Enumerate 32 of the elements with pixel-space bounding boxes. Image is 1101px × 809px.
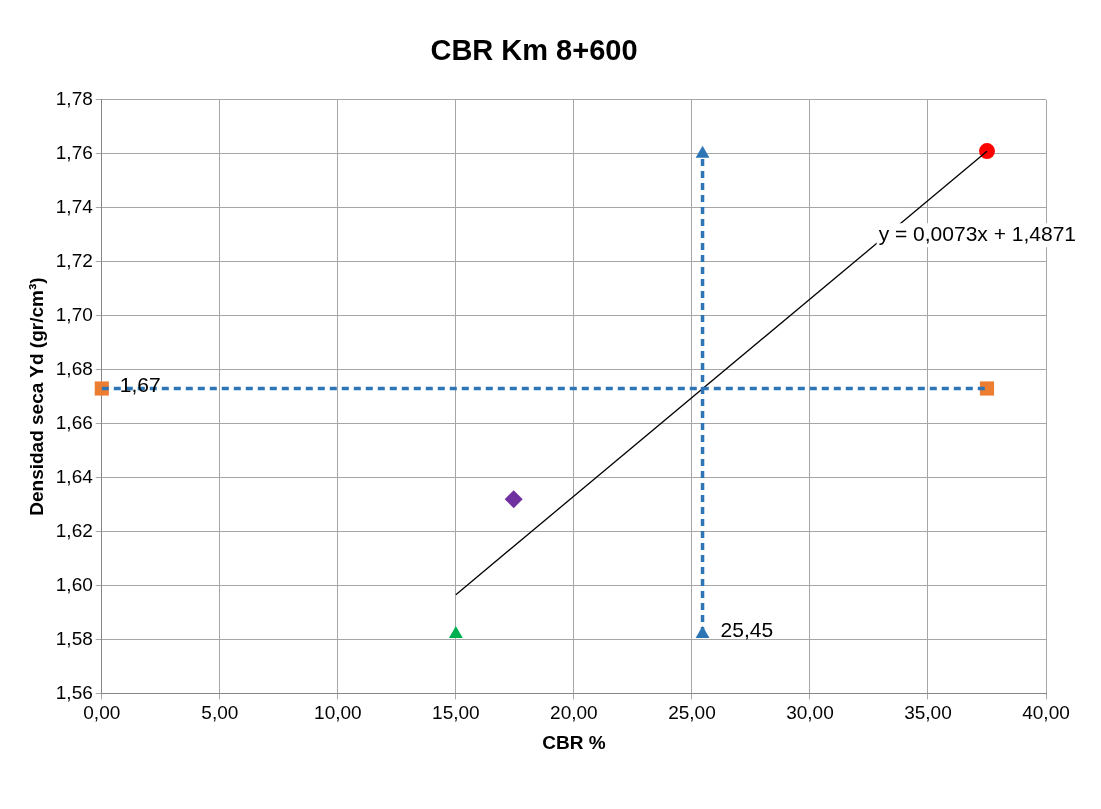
y-tick-label: 1,66	[55, 411, 93, 433]
x-tick-label: 40,00	[1022, 702, 1070, 724]
annotation: 1,67	[119, 372, 161, 396]
y-tick-label: 1,62	[55, 519, 93, 541]
point	[448, 626, 463, 639]
x-tick-label: 20,00	[550, 702, 598, 724]
x-tick-label: 30,00	[786, 702, 834, 724]
point	[978, 143, 995, 160]
y-tick-label: 1,76	[55, 142, 93, 163]
y-tick-label: 1,64	[55, 465, 94, 487]
chart-title: CBR Km 8+600	[430, 34, 638, 67]
x-tick-label: 15,00	[432, 702, 480, 724]
y-tick-label: 1,60	[55, 573, 93, 595]
x-tick-label: 25,00	[668, 702, 716, 724]
y-tick-label: 1,58	[55, 627, 93, 649]
y-tick-label: 1,74	[55, 195, 94, 217]
y-tick-label: 1,72	[55, 249, 93, 271]
y-axis-title: Densidad seca Yd (gr/cm³)	[25, 277, 47, 516]
annotation: 25,45	[720, 618, 774, 642]
y-tick-label: 1,56	[55, 681, 93, 703]
y-tick-label: 1,70	[55, 303, 93, 325]
point	[504, 490, 523, 509]
annotation: y = 0,0073x + 1,4871	[878, 221, 1076, 245]
y-tick-label: 1,78	[55, 88, 93, 110]
x-tick-label: 10,00	[314, 702, 362, 724]
x-tick-label: 0,00	[83, 702, 121, 724]
point	[979, 381, 995, 396]
x-tick-label: 5,00	[201, 702, 239, 724]
x-axis-title: CBR %	[542, 731, 606, 753]
point	[94, 381, 109, 396]
x-tick-label: 35,00	[904, 702, 952, 724]
y-tick-label: 1,68	[55, 357, 93, 379]
